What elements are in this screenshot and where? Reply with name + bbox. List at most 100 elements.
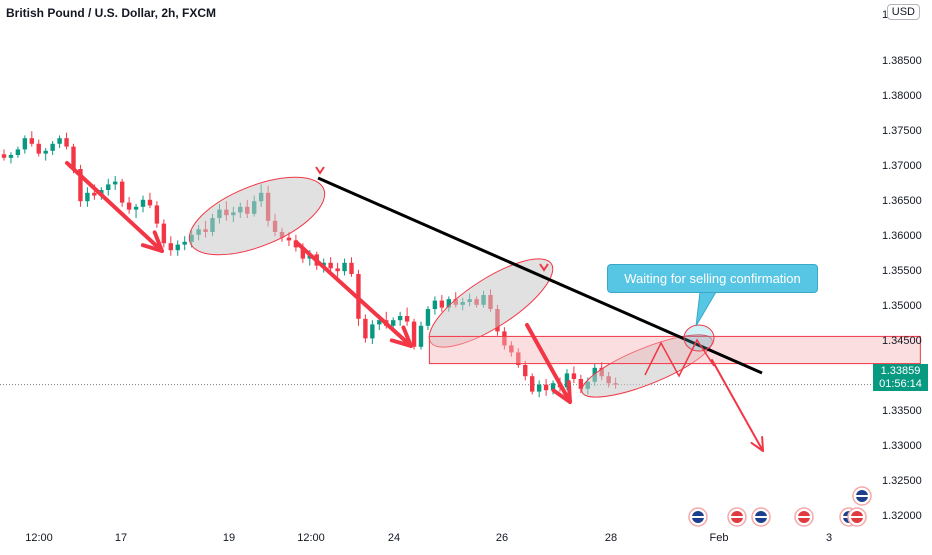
current-price-value: 1.33859: [880, 365, 921, 377]
candle-body: [147, 199, 153, 206]
candle-body: [1, 154, 7, 158]
arrow-head: [551, 380, 572, 404]
candle-down: [349, 257, 354, 277]
breakout-circle: [683, 324, 715, 352]
candle-body: [335, 268, 340, 272]
arrow-head: [389, 325, 413, 348]
events-layer[interactable]: [688, 486, 872, 527]
candle-up: [418, 321, 424, 350]
y-tick-label: 1.36500: [882, 195, 922, 207]
bearish-trendline: [317, 176, 763, 375]
candle-down: [36, 139, 41, 157]
candle-down: [509, 341, 514, 357]
candle-body: [29, 138, 34, 144]
candle-down: [578, 374, 584, 393]
candle-down: [154, 201, 160, 228]
down-arrow: [525, 323, 572, 404]
y-tick-label: 1.37500: [882, 125, 922, 137]
y-tick-label: 1.35000: [882, 300, 922, 312]
candle-down: [29, 131, 34, 147]
candle-down: [161, 219, 167, 248]
callout-pointer: [695, 291, 717, 327]
candle-body: [509, 345, 514, 353]
arrow-shaft: [294, 240, 413, 348]
candle-up: [106, 178, 111, 196]
candle-body: [439, 300, 445, 308]
candle-up: [432, 296, 438, 315]
candle-body: [92, 192, 97, 196]
candle-up: [8, 152, 14, 164]
candle-body: [182, 241, 187, 245]
candle-up: [564, 369, 570, 391]
candle-up: [113, 176, 118, 190]
candle-down: [335, 262, 340, 277]
uk-flag-icon[interactable]: [751, 507, 771, 527]
y-tick-label: 1.33500: [882, 405, 922, 417]
us-flag-icon[interactable]: [727, 507, 747, 527]
candle-down: [404, 307, 410, 326]
candle-down: [439, 295, 445, 312]
candle-body: [432, 300, 438, 309]
candle-body: [161, 223, 167, 244]
candle-body: [50, 143, 55, 151]
candle-body: [119, 181, 125, 203]
candle-body: [523, 365, 528, 377]
candle-down: [147, 192, 153, 209]
us-flag-icon[interactable]: [847, 507, 867, 527]
annotation-callout[interactable]: Waiting for selling confirmation: [607, 264, 818, 293]
us-flag-icon[interactable]: [794, 507, 814, 527]
candle-up: [15, 146, 21, 158]
x-tick-label: 12:00: [297, 532, 325, 544]
candle-body: [564, 373, 570, 388]
candle-body: [15, 149, 21, 155]
candle-body: [286, 237, 292, 241]
candle-body: [411, 321, 417, 347]
y-tick-label: 1.38500: [882, 55, 922, 67]
candle-down: [530, 373, 535, 395]
candle-down: [119, 178, 125, 207]
currency-button[interactable]: USD: [886, 4, 920, 20]
symbol-title[interactable]: British Pound / U.S. Dollar, 2h, FXCM: [6, 6, 217, 20]
candle-body: [154, 205, 160, 224]
candle-down: [78, 164, 83, 207]
x-tick-label: 24: [388, 532, 400, 544]
candle-body: [168, 243, 173, 251]
y-tick-label: 1.34500: [882, 335, 922, 347]
y-tick-label: 1.33000: [882, 440, 922, 452]
channel-ellipse: [581, 334, 713, 398]
swing-high-marker: [315, 166, 325, 175]
candle-up: [57, 135, 62, 148]
candle-body: [328, 262, 333, 269]
candle-down: [571, 366, 577, 384]
arrow-head: [750, 436, 764, 452]
candle-body: [578, 379, 584, 389]
candle-up: [85, 187, 90, 207]
y-tick-label: 1.35500: [882, 265, 922, 277]
candle-up: [175, 240, 180, 256]
x-tick-label: 19: [223, 532, 235, 544]
candle-down: [411, 318, 417, 350]
candle-body: [550, 383, 556, 391]
candle-body: [57, 138, 62, 144]
y-tick-label: 1.32500: [882, 475, 922, 487]
x-tick-label: 12:00: [25, 532, 53, 544]
candle-up: [22, 135, 28, 154]
arrow-head: [140, 230, 164, 253]
uk-flag-icon[interactable]: [852, 486, 872, 506]
candle-up: [397, 311, 403, 326]
candle-body: [85, 192, 90, 202]
channel-ellipse: [188, 176, 326, 256]
candle-body: [71, 146, 76, 169]
candle-body: [175, 244, 180, 251]
uk-flag-icon[interactable]: [688, 507, 708, 527]
candle-up: [342, 258, 347, 276]
candle-body: [342, 262, 347, 272]
candle-body: [363, 318, 368, 339]
candle-up: [182, 236, 187, 251]
candle-body: [571, 373, 577, 379]
y-tick-label: 1.37000: [882, 160, 922, 172]
x-tick-label: 3: [826, 532, 832, 544]
candle-down: [1, 149, 7, 161]
